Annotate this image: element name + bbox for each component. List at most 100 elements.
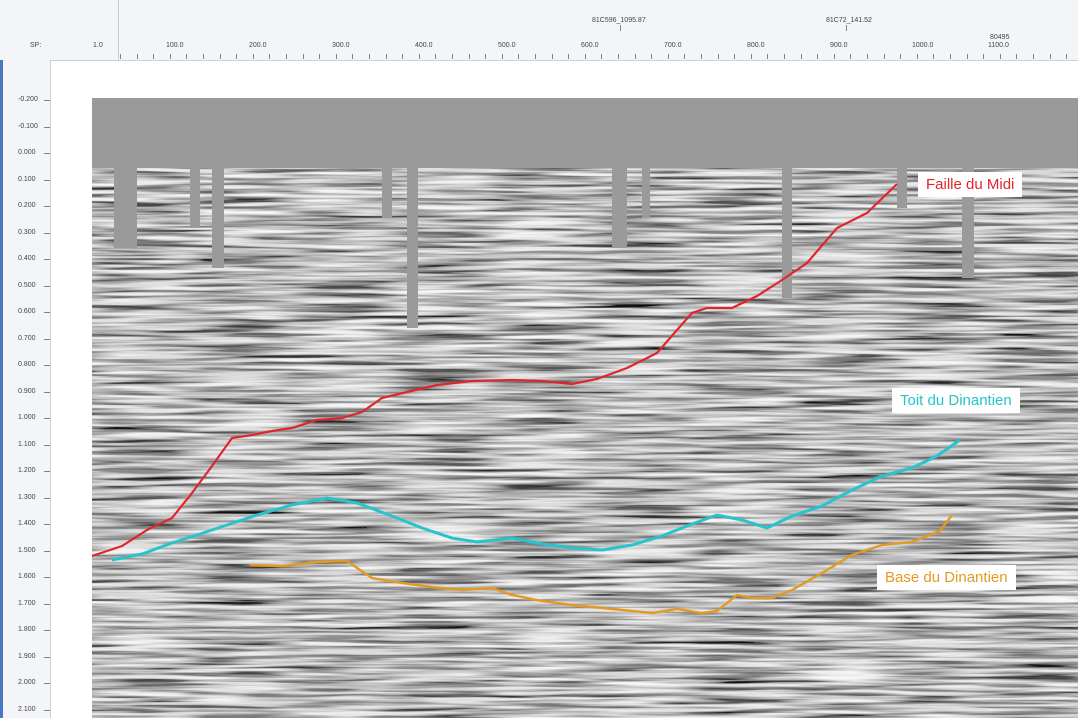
sp-tick-label: 300.0	[332, 42, 350, 49]
time-ruler-tick	[44, 100, 50, 101]
time-ruler-tick	[44, 444, 50, 446]
sp-ruler-minor-tick	[618, 54, 619, 59]
sp-ruler-minor-tick	[236, 54, 238, 59]
sp-ruler-minor-tick	[817, 54, 819, 59]
sp-ruler-minor-tick	[385, 54, 387, 59]
sp-tick-label: 400.0	[415, 42, 433, 49]
time-tick-label: -0.200	[18, 96, 38, 103]
time-tick-label: 1.700	[18, 599, 36, 607]
time-tick-label: 0.900	[18, 387, 36, 395]
time-ruler-tick	[44, 153, 50, 154]
sp-ruler-minor-tick	[601, 54, 603, 59]
time-tick-label: 0.100	[18, 175, 36, 183]
intersection-marker[interactable]: 81C596_1095.87	[592, 17, 646, 24]
sp-ruler-minor-tick	[950, 54, 951, 59]
sp-ruler-minor-tick	[651, 54, 653, 59]
sp-ruler-minor-tick	[717, 54, 719, 59]
sp-ruler-minor-tick	[750, 54, 752, 59]
sp-ruler-minor-tick	[900, 54, 902, 59]
time-tick-label: 2.000	[18, 679, 36, 686]
sp-ruler[interactable]: SP: 1.0 100.0 200.0 300.0 400.0 500.0 60…	[0, 0, 1078, 61]
sp-ruler-minor-tick	[667, 54, 669, 59]
sp-tick-label: 100.0	[166, 42, 184, 49]
sp-ruler-minor-tick	[452, 54, 453, 59]
sp-ruler-minor-tick	[335, 54, 337, 59]
sp-ruler-minor-tick	[933, 54, 935, 59]
time-tick-label: 1.900	[18, 652, 36, 660]
sp-tick-label: 1100.0	[988, 42, 1009, 49]
base-du-dinantien-horizon[interactable]	[249, 514, 953, 615]
time-ruler-tick	[44, 683, 50, 684]
sp-ruler-minor-tick	[518, 54, 520, 59]
sp-ruler-minor-tick	[767, 54, 769, 59]
sp-label: SP:	[30, 42, 42, 49]
sp-tick-label: 200.0	[249, 42, 267, 49]
sp-ruler-minor-tick	[169, 54, 171, 59]
time-ruler-tick	[44, 603, 50, 605]
sp-ruler-minor-tick	[186, 54, 188, 59]
seismic-section[interactable]: Faille du Midi Toit du Dinantien Base du…	[92, 98, 1078, 718]
time-tick-label: -0.100	[18, 122, 38, 130]
time-tick-label: 1.200	[18, 467, 36, 474]
sp-ruler-minor-tick	[468, 54, 470, 59]
sp-tick-label: 800.0	[747, 42, 765, 49]
sp-ruler-minor-tick	[402, 54, 404, 59]
time-ruler-tick	[44, 259, 50, 260]
sp-ruler-minor-tick	[966, 54, 968, 59]
intersection-marker-tick	[620, 25, 621, 31]
time-ruler-tick	[44, 338, 50, 340]
time-ruler-tick	[44, 232, 50, 234]
sp-ruler-minor-tick	[302, 54, 304, 59]
sp-ruler-minor-tick	[701, 54, 702, 59]
sp-ruler-minor-tick	[286, 54, 287, 59]
time-ruler-tick	[44, 179, 50, 181]
toit-du-dinantien-label: Toit du Dinantien	[892, 388, 1020, 413]
sp-ruler-minor-tick	[1049, 54, 1051, 59]
intersection-marker[interactable]: 80495	[990, 34, 1010, 41]
time-ruler-tick	[44, 497, 50, 499]
time-ruler-tick	[44, 709, 50, 711]
faille-du-midi-horizon[interactable]	[92, 183, 898, 558]
sp-ruler-minor-tick	[136, 54, 138, 59]
time-tick-label: 1.000	[18, 414, 36, 421]
time-tick-label: 0.300	[18, 228, 36, 236]
sp-ruler-minor-tick	[501, 54, 503, 59]
time-tick-label: 1.400	[18, 520, 36, 527]
time-tick-label: 0.500	[18, 281, 36, 289]
sp-ruler-minor-tick	[219, 54, 221, 59]
sp-ruler-minor-tick	[916, 54, 918, 59]
sp-ruler-minor-tick	[120, 54, 121, 59]
time-tick-label: 0.600	[18, 308, 36, 315]
sp-ruler-minor-tick	[535, 54, 536, 59]
sp-tick-label: 1.0	[93, 42, 103, 49]
time-tick-label: 1.600	[18, 573, 36, 580]
sp-ruler-minor-tick	[319, 54, 321, 59]
toit-du-dinantien-horizon[interactable]	[111, 438, 961, 562]
sp-ruler-minor-tick	[634, 54, 636, 59]
sp-ruler-minor-tick	[983, 54, 985, 59]
intersection-marker[interactable]: 81C72_141.52	[826, 17, 872, 24]
time-tick-label: 0.000	[18, 149, 36, 156]
time-ruler[interactable]: -0.200 -0.100 0.000 0.100 0.200 0.300 0.400 0.5…	[0, 60, 51, 718]
sp-ruler-minor-tick	[883, 54, 885, 59]
sp-tick-label: 600.0	[581, 42, 599, 49]
ruler-corner	[0, 0, 119, 60]
sp-ruler-minor-tick	[418, 54, 420, 59]
sp-ruler-minor-tick	[867, 54, 868, 59]
time-tick-label: 1.800	[18, 626, 36, 633]
sp-tick-label: 500.0	[498, 42, 516, 49]
time-ruler-tick	[44, 285, 50, 287]
sp-tick-label: 900.0	[830, 42, 848, 49]
time-ruler-tick	[44, 126, 50, 128]
time-ruler-tick	[44, 391, 50, 393]
time-ruler-tick	[44, 550, 50, 552]
sp-ruler-minor-tick	[999, 54, 1001, 59]
time-ruler-tick	[44, 524, 50, 525]
seismic-traces	[92, 168, 1078, 718]
time-tick-label: 0.800	[18, 361, 36, 368]
sp-ruler-minor-tick	[153, 54, 155, 59]
time-ruler-tick	[44, 365, 50, 366]
sp-ruler-minor-tick	[684, 54, 686, 59]
intersection-marker-tick	[846, 25, 847, 31]
seismic-canvas	[92, 98, 1078, 718]
